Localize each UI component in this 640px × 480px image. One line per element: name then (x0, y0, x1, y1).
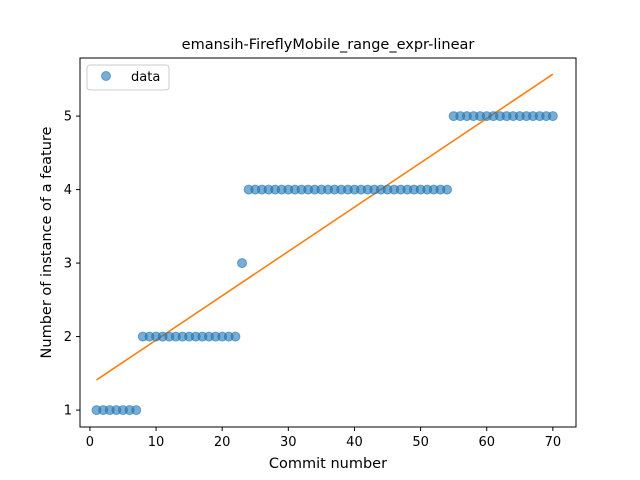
x-tick-label: 0 (86, 435, 94, 450)
fit-line-layer (96, 73, 554, 381)
x-tick-label: 70 (545, 435, 562, 450)
legend-label: data (131, 70, 160, 85)
chart-title: emansih-FireflyMobile_range_expr-linear (182, 37, 475, 53)
data-point (442, 184, 453, 195)
data-point (230, 331, 241, 342)
y-axis-ticks: 1 2 3 4 5 (64, 110, 80, 419)
data-point (547, 111, 558, 122)
y-axis-label: Number of instance of a feature (39, 126, 55, 358)
y-tick-label: 1 (64, 404, 72, 419)
x-axis-ticks: 0 10 20 30 40 50 60 70 (86, 427, 561, 450)
fit-line (96, 73, 554, 381)
x-tick-label: 10 (148, 435, 165, 450)
legend-marker (101, 71, 111, 81)
x-tick-label: 50 (412, 435, 429, 450)
y-tick-label: 2 (64, 330, 72, 345)
x-tick-label: 40 (346, 435, 363, 450)
x-axis-label: Commit number (269, 456, 387, 472)
legend: data (86, 64, 170, 91)
data-points-layer (91, 111, 558, 416)
x-tick-label: 20 (214, 435, 231, 450)
x-tick-label: 30 (280, 435, 297, 450)
data-point (131, 405, 142, 416)
y-tick-label: 4 (64, 183, 72, 198)
x-tick-label: 60 (478, 435, 495, 450)
plot-frame (79, 57, 577, 428)
data-point (237, 258, 248, 269)
y-tick-label: 5 (64, 110, 72, 125)
y-tick-label: 3 (64, 257, 72, 272)
